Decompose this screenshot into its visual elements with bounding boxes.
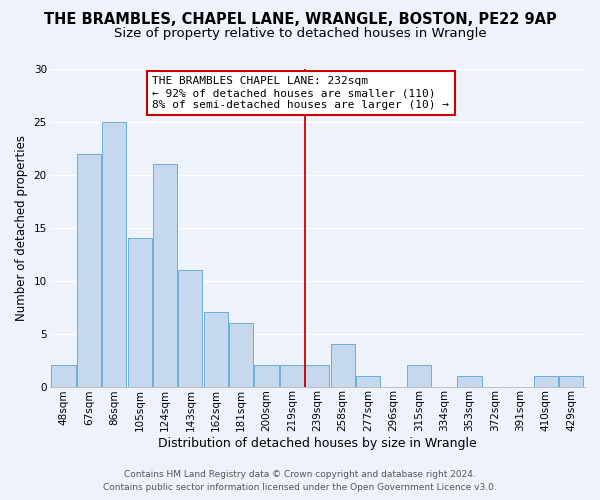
Bar: [331, 344, 355, 387]
Bar: [559, 376, 583, 386]
Y-axis label: Number of detached properties: Number of detached properties: [15, 135, 28, 321]
Bar: [102, 122, 127, 386]
Text: Size of property relative to detached houses in Wrangle: Size of property relative to detached ho…: [113, 28, 487, 40]
Bar: [204, 312, 228, 386]
Bar: [229, 323, 253, 386]
Bar: [77, 154, 101, 386]
Bar: [457, 376, 482, 386]
Bar: [52, 366, 76, 386]
Bar: [178, 270, 202, 386]
Bar: [280, 366, 304, 386]
Bar: [153, 164, 177, 386]
Text: THE BRAMBLES CHAPEL LANE: 232sqm
← 92% of detached houses are smaller (110)
8% o: THE BRAMBLES CHAPEL LANE: 232sqm ← 92% o…: [152, 76, 449, 110]
Bar: [254, 366, 278, 386]
Text: THE BRAMBLES, CHAPEL LANE, WRANGLE, BOSTON, PE22 9AP: THE BRAMBLES, CHAPEL LANE, WRANGLE, BOST…: [44, 12, 556, 28]
Bar: [305, 366, 329, 386]
Bar: [356, 376, 380, 386]
Bar: [407, 366, 431, 386]
X-axis label: Distribution of detached houses by size in Wrangle: Distribution of detached houses by size …: [158, 437, 476, 450]
Bar: [128, 238, 152, 386]
Text: Contains HM Land Registry data © Crown copyright and database right 2024.
Contai: Contains HM Land Registry data © Crown c…: [103, 470, 497, 492]
Bar: [533, 376, 558, 386]
